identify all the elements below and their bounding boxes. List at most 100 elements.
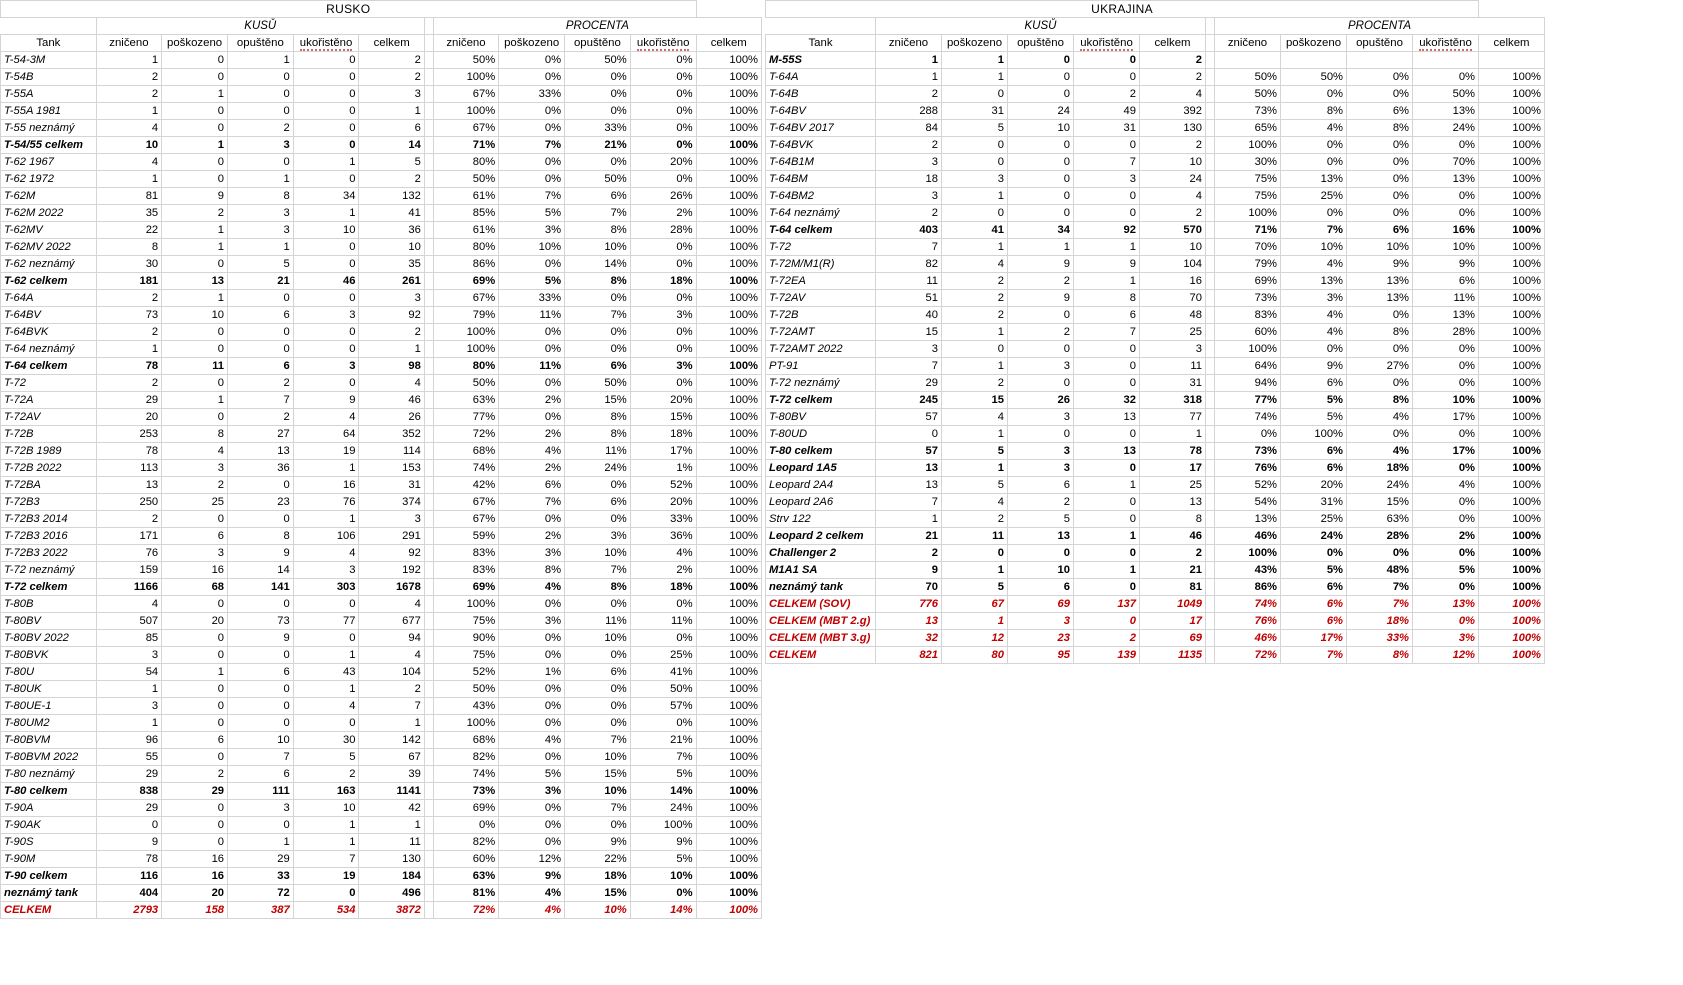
row-label-tank[interactable]: T-64 celkem: [0, 357, 97, 375]
row-label-tank[interactable]: CELKEM (SOV): [765, 595, 876, 613]
cell-percent-0[interactable]: 67%: [432, 85, 500, 103]
cell-percent-2[interactable]: 13%: [1346, 272, 1413, 290]
row-label-tank[interactable]: T-54-3M: [0, 51, 97, 69]
cell-pieces-4[interactable]: 10: [358, 238, 425, 256]
cell-percent-1[interactable]: 4%: [1280, 255, 1347, 273]
cell-pieces-0[interactable]: 13: [875, 459, 942, 477]
cell-pieces-1[interactable]: 3: [941, 170, 1008, 188]
cell-pieces-0[interactable]: 2: [95, 85, 163, 103]
cell-percent-4[interactable]: 100%: [1478, 374, 1545, 392]
cell-percent-3[interactable]: 20%: [629, 493, 697, 511]
cell-percent-2[interactable]: 0%: [564, 595, 631, 613]
row-label-tank[interactable]: T-64BM2: [765, 187, 876, 205]
cell-percent-4[interactable]: 100%: [1478, 136, 1545, 154]
cell-percent-0[interactable]: 75%: [432, 646, 500, 664]
cell-percent-0[interactable]: 76%: [1214, 459, 1281, 477]
cell-percent-3[interactable]: 9%: [629, 833, 697, 851]
table-row[interactable]: T-90S 9 0 1 1 11 82% 0% 9% 9% 100%: [0, 833, 763, 851]
cell-percent-3[interactable]: 0%: [1412, 68, 1479, 86]
cell-percent-3[interactable]: 70%: [1412, 153, 1479, 171]
cell-pieces-1[interactable]: 0: [161, 697, 229, 715]
column-header-percent-2[interactable]: opuštěno: [1346, 34, 1413, 52]
cell-percent-1[interactable]: 33%: [498, 85, 566, 103]
cell-pieces-2[interactable]: 0: [1007, 306, 1074, 324]
cell-pieces-0[interactable]: 29: [95, 391, 163, 409]
cell-pieces-1[interactable]: 11: [161, 357, 229, 375]
cell-percent-1[interactable]: 7%: [1280, 221, 1347, 239]
cell-percent-2[interactable]: 10%: [564, 544, 631, 562]
cell-percent-0[interactable]: 60%: [432, 850, 500, 868]
cell-percent-3[interactable]: 9%: [1412, 255, 1479, 273]
cell-percent-4[interactable]: 100%: [695, 646, 763, 664]
cell-percent-3[interactable]: 12%: [1412, 646, 1479, 664]
cell-percent-3[interactable]: 0%: [1412, 544, 1479, 562]
cell-pieces-2[interactable]: 1: [1007, 238, 1074, 256]
table-row[interactable]: T-80UE-1 3 0 0 4 7 43% 0% 0% 57% 100%: [0, 697, 763, 715]
cell-pieces-0[interactable]: 0: [95, 816, 163, 834]
cell-pieces-3[interactable]: 0: [292, 238, 360, 256]
cell-percent-1[interactable]: 9%: [498, 867, 566, 885]
cell-pieces-4[interactable]: 69: [1139, 629, 1206, 647]
table-row[interactable]: T-72 7 1 1 1 10 70% 10% 10% 10% 100%: [765, 238, 1545, 256]
cell-pieces-0[interactable]: 2: [875, 204, 942, 222]
cell-pieces-1[interactable]: 1: [941, 238, 1008, 256]
row-label-tank[interactable]: T-80BVK: [0, 646, 97, 664]
row-label-tank[interactable]: CELKEM: [0, 901, 97, 919]
cell-pieces-0[interactable]: 32: [875, 629, 942, 647]
cell-pieces-1[interactable]: 2: [941, 510, 1008, 528]
row-label-tank[interactable]: Leopard 2 celkem: [765, 527, 876, 545]
cell-pieces-0[interactable]: 4: [95, 119, 163, 137]
row-label-tank[interactable]: T-54B: [0, 68, 97, 86]
cell-pieces-1[interactable]: 4: [941, 493, 1008, 511]
cell-percent-1[interactable]: 13%: [1280, 272, 1347, 290]
cell-pieces-4[interactable]: 48: [1139, 306, 1206, 324]
cell-percent-3[interactable]: 0%: [1412, 578, 1479, 596]
cell-percent-3[interactable]: [1412, 51, 1479, 69]
cell-percent-2[interactable]: 15%: [1346, 493, 1413, 511]
cell-pieces-0[interactable]: 2: [875, 136, 942, 154]
cell-percent-4[interactable]: 100%: [695, 680, 763, 698]
cell-pieces-3[interactable]: 1: [292, 153, 360, 171]
cell-pieces-1[interactable]: 2: [941, 306, 1008, 324]
cell-pieces-0[interactable]: 78: [95, 850, 163, 868]
cell-percent-1[interactable]: 0%: [1280, 204, 1347, 222]
cell-pieces-2[interactable]: 3: [227, 799, 294, 817]
cell-percent-3[interactable]: 0%: [1412, 425, 1479, 443]
cell-percent-2[interactable]: 6%: [564, 493, 631, 511]
cell-pieces-1[interactable]: 0: [941, 85, 1008, 103]
cell-percent-4[interactable]: 100%: [695, 595, 763, 613]
cell-pieces-1[interactable]: 1: [161, 136, 229, 154]
cell-pieces-4[interactable]: 1049: [1139, 595, 1206, 613]
cell-percent-3[interactable]: 17%: [629, 442, 697, 460]
cell-pieces-1[interactable]: 0: [161, 833, 229, 851]
cell-percent-3[interactable]: 14%: [629, 782, 697, 800]
table-row[interactable]: M1A1 SA 9 1 10 1 21 43% 5% 48% 5% 100%: [765, 561, 1545, 579]
row-label-tank[interactable]: CELKEM (MBT 2.g): [765, 612, 876, 630]
cell-pieces-3[interactable]: 3: [292, 561, 360, 579]
table-row[interactable]: T-72A 29 1 7 9 46 63% 2% 15% 20% 100%: [0, 391, 763, 409]
cell-pieces-3[interactable]: 0: [292, 51, 360, 69]
cell-percent-3[interactable]: 10%: [629, 867, 697, 885]
cell-percent-2[interactable]: 28%: [1346, 527, 1413, 545]
cell-percent-4[interactable]: 100%: [695, 663, 763, 681]
cell-pieces-2[interactable]: 3: [1007, 357, 1074, 375]
cell-percent-3[interactable]: 7%: [629, 748, 697, 766]
cell-percent-1[interactable]: 6%: [498, 476, 566, 494]
cell-pieces-3[interactable]: 0: [292, 255, 360, 273]
row-label-tank[interactable]: CELKEM: [765, 646, 876, 664]
cell-pieces-2[interactable]: 7: [227, 391, 294, 409]
cell-percent-3[interactable]: 2%: [629, 561, 697, 579]
row-label-tank[interactable]: T-72A: [0, 391, 97, 409]
cell-percent-0[interactable]: 50%: [1214, 68, 1281, 86]
cell-pieces-4[interactable]: 5: [358, 153, 425, 171]
cell-pieces-0[interactable]: 8: [95, 238, 163, 256]
cell-percent-4[interactable]: 100%: [695, 459, 763, 477]
cell-pieces-3[interactable]: 1: [292, 680, 360, 698]
cell-percent-0[interactable]: 43%: [1214, 561, 1281, 579]
cell-pieces-1[interactable]: 68: [161, 578, 229, 596]
cell-percent-0[interactable]: 46%: [1214, 527, 1281, 545]
cell-pieces-2[interactable]: 24: [1007, 102, 1074, 120]
cell-pieces-2[interactable]: 0: [1007, 374, 1074, 392]
cell-percent-0[interactable]: 63%: [432, 391, 500, 409]
cell-pieces-1[interactable]: 2: [161, 476, 229, 494]
